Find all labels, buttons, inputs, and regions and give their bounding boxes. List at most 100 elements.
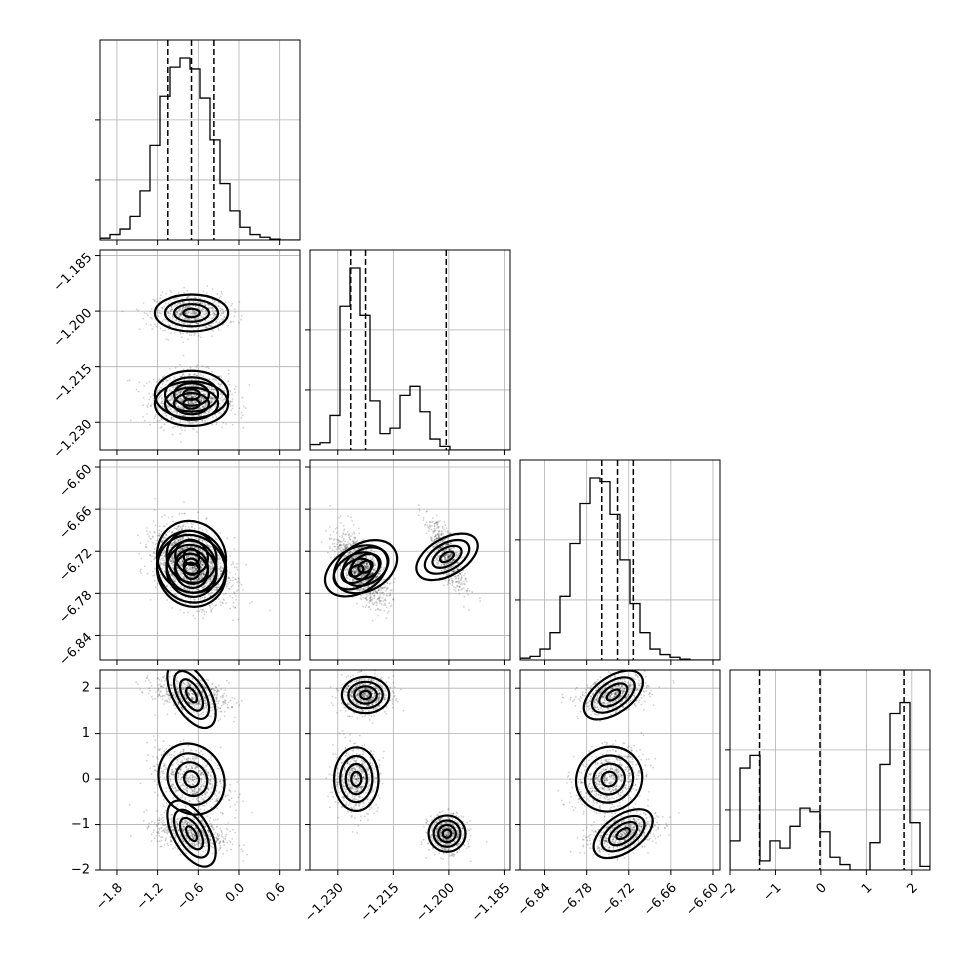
contour-2-0-2-3: [182, 561, 201, 581]
histogram-0: [100, 57, 300, 240]
contour-3-2-2-3: [600, 770, 618, 788]
panel-0-0: [95, 39, 301, 245]
panel-3-2: −6.84 −6.78 −6.72 −6.66 −6.60: [515, 669, 722, 919]
panel-frame-1-0: [99, 249, 301, 451]
contour-1-0-0-1: [163, 376, 220, 413]
x-tick-label-3-4: 2: [904, 880, 920, 896]
contour-3-2-0-0: [582, 670, 644, 721]
x-tick-label-2-3: −6.66: [641, 880, 680, 919]
panel-3-3: −2 −1 0 1 2: [715, 669, 931, 905]
x-tick-label-1-0: −1.230: [302, 880, 347, 925]
x-tick-label-2-4: −6.60: [683, 880, 722, 919]
x-tick-label-0-4: 0.6: [263, 880, 288, 905]
contour-3-1-1-3: [441, 828, 453, 839]
x-tick-label-0-2: −0.6: [174, 880, 207, 913]
contour-3-1-1-2: [437, 823, 457, 844]
x-tick-label-3-1: −1: [760, 880, 784, 904]
y-tick-label-2-1: −6.78: [57, 588, 96, 627]
x-tick-label-3-2: 0: [813, 880, 829, 896]
x-tick-label-0-3: 0.0: [223, 880, 248, 905]
panel-frame-0-0: [99, 39, 301, 241]
x-tick-label-0-0: −1.8: [93, 880, 126, 913]
histogram-2: [520, 477, 720, 660]
y-tick-label-1-2: −1.200: [51, 306, 96, 351]
contour-2-1-0-2: [349, 552, 382, 581]
y-tick-label-1-3: −1.185: [51, 250, 96, 295]
y-tick-label-2-3: −6.66: [57, 504, 96, 543]
contour-3-2-2-2: [592, 762, 626, 796]
contour-1-0-1-1: [163, 298, 220, 328]
contour-3-0-0-1: [172, 670, 211, 720]
y-tick-label-1-0: −1.230: [51, 417, 96, 462]
panel-frame-2-2: [519, 459, 721, 661]
panel-2-1: [305, 459, 511, 665]
contour-3-2-2-0: [574, 745, 644, 813]
contour-1-0-0-2: [173, 382, 211, 407]
contour-2-0-2-2: [174, 552, 209, 590]
panel-frame-2-0: [99, 459, 301, 661]
contour-1-0-2-3: [182, 397, 201, 410]
contour-1-0-1-3: [182, 307, 201, 319]
contour-3-1-2-2: [344, 762, 368, 796]
panel-frame-3-2: [519, 669, 721, 871]
panel-2-2: [515, 459, 721, 665]
contour-3-0-0-3: [185, 686, 199, 704]
y-tick-label-3-2: 0: [82, 772, 90, 787]
y-tick-label-3-3: 1: [82, 726, 90, 741]
panel-1-1: [305, 249, 511, 455]
y-tick-label-3-4: 2: [82, 681, 90, 696]
contour-3-1-0-0: [340, 675, 391, 715]
panel-2-0: −6.84−6.78−6.72−6.66−6.60: [57, 459, 301, 669]
x-tick-label-2-1: −6.78: [557, 880, 596, 919]
y-tick-label-1-1: −1.215: [51, 361, 96, 406]
contour-1-0-1-0: [153, 293, 230, 333]
contour-2-1-1-0: [415, 532, 479, 582]
x-tick-label-1-1: −1.215: [358, 880, 403, 925]
contour-3-2-1-3: [615, 827, 631, 841]
contour-3-1-0-1: [347, 680, 384, 710]
contour-3-1-1-1: [432, 819, 462, 848]
panel-1-0: −1.230 −1.215 −1.200 −1.185: [51, 249, 301, 462]
contour-3-0-1-0: [166, 799, 217, 868]
contour-2-0-0-1: [165, 539, 218, 594]
contour-2-1-1-1: [423, 538, 471, 575]
contour-3-1-1-0: [427, 814, 467, 853]
contour-3-2-0-1: [590, 676, 636, 714]
contour-3-0-1-2: [178, 816, 205, 851]
x-tick-label-2-0: −6.84: [515, 880, 554, 919]
contour-2-1-2-2: [340, 557, 373, 585]
histogram-1: [310, 267, 510, 450]
contour-2-0-2-0: [155, 533, 228, 608]
contour-3-1-2-1: [339, 754, 374, 804]
contour-2-1-0-3: [357, 559, 374, 574]
contour-3-2-1-2: [608, 820, 639, 847]
x-tick-label-1-2: −1.200: [413, 880, 458, 925]
contour-2-1-1-3: [439, 550, 456, 564]
contour-1-0-1-2: [173, 303, 211, 323]
y-tick-label-2-0: −6.84: [57, 630, 96, 669]
contour-3-2-2-1: [584, 754, 635, 804]
contour-3-0-2-3: [182, 770, 201, 789]
contour-1-0-0-0: [153, 369, 230, 420]
x-tick-label-0-1: −1.2: [134, 880, 167, 913]
contour-3-2-1-1: [600, 814, 646, 853]
x-tick-label-2-2: −6.72: [599, 880, 638, 919]
y-tick-label-2-4: −6.60: [57, 462, 96, 501]
contour-3-0-0-2: [178, 678, 205, 712]
scatter-3-1: [325, 670, 488, 862]
contour-3-2-0-2: [598, 682, 629, 708]
contour-2-0-2-1: [165, 543, 218, 598]
contour-3-0-2-1: [166, 752, 217, 806]
y-tick-label-3-0: −2: [71, 863, 90, 878]
contour-3-2-0-3: [605, 688, 622, 702]
panel-frame-3-1: [309, 669, 511, 871]
contour-3-1-0-3: [359, 689, 372, 701]
contour-2-0-0-0: [155, 529, 228, 604]
contour-2-1-2-1: [332, 551, 381, 591]
contour-1-0-2-0: [153, 380, 230, 428]
contour-3-1-0-2: [353, 685, 378, 705]
panel-frame-3-3: [729, 669, 931, 871]
contour-3-1-2-3: [350, 770, 363, 788]
panel-3-1: −1.230 −1.215 −1.200 −1.185: [302, 669, 513, 925]
